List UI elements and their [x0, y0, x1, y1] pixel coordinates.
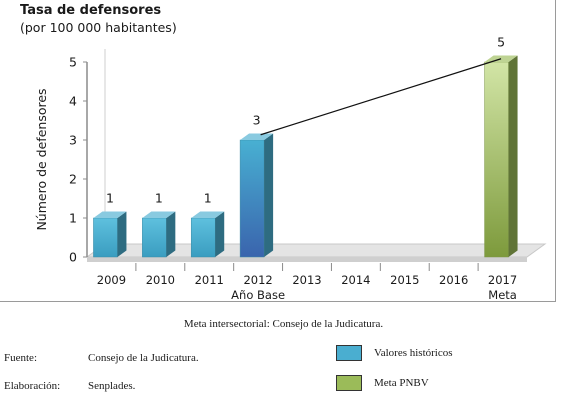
bar-2011-front: [190, 217, 216, 258]
bar-2010: [142, 211, 176, 258]
trend-line: [260, 58, 502, 136]
bar-2011-side: [215, 211, 225, 257]
bar-2017-side: [508, 55, 518, 257]
data-label-2012: 3: [253, 113, 261, 128]
bar-2010-front: [142, 217, 167, 258]
data-label-2017: 5: [497, 35, 505, 50]
bar-2009-top: [93, 211, 127, 218]
data-label-2009: 1: [106, 191, 114, 206]
x-tick-label: 2011: [195, 273, 224, 287]
bar-chart: 0 1 2 3 4 5 Número de defensores 2009 2010 2011 20…: [34, 35, 547, 302]
bar-2009-side: [117, 211, 127, 257]
chart-note: Meta intersectorial: Consejo de la Judic…: [183, 318, 384, 330]
bar-2011: [190, 211, 225, 258]
data-label-2011: 1: [204, 191, 212, 206]
bar-2012-side: [264, 133, 274, 257]
bar-2011-top: [191, 211, 225, 218]
legend-swatch-historicos: [336, 345, 362, 361]
bar-2017-front: [484, 61, 509, 258]
y-axis-label: Número de defensores: [34, 88, 49, 230]
y-tick-label: 1: [69, 211, 77, 226]
y-tick-label: 2: [69, 172, 77, 187]
x-tick-sublabel: Meta: [488, 288, 517, 302]
bar-2012: [239, 133, 274, 258]
x-tick-label: 2014: [341, 273, 370, 287]
chart-frame: [0, 0, 556, 302]
bar-2010-top: [142, 211, 176, 218]
x-tick-sublabel: Año Base: [231, 288, 285, 302]
y-tick-label: 3: [69, 133, 77, 148]
bar-2009: [93, 211, 127, 258]
legend-item-meta: Meta PNBV: [336, 375, 429, 391]
y-tick-label: 4: [69, 94, 77, 109]
data-label-2010: 1: [155, 191, 163, 206]
x-tick-label: 2009: [97, 273, 126, 287]
x-tick-label: 2010: [146, 273, 175, 287]
elaboration-label: Elaboración:: [4, 380, 61, 392]
y-tick-label: 5: [69, 55, 77, 70]
chart-title: Tasa de defensores: [20, 3, 162, 18]
source-value: Consejo de la Judicatura.: [88, 352, 199, 364]
legend-label-historicos: Valores históricos: [374, 347, 453, 359]
legend-label-meta: Meta PNBV: [374, 377, 429, 389]
elaboration-value: Senplades.: [88, 380, 136, 392]
bar-2012-front: [239, 139, 265, 258]
source-label: Fuente:: [4, 352, 37, 364]
bar-2017: [484, 55, 518, 258]
x-tick-label: 2013: [292, 273, 321, 287]
chart-subtitle: (por 100 000 habitantes): [20, 20, 177, 35]
x-tick-label: 2017: [488, 273, 517, 287]
chart-floor-edge: [87, 257, 527, 262]
y-tick-label: 0: [69, 250, 77, 265]
legend-item-historicos: Valores históricos: [336, 345, 453, 361]
bar-2010-side: [166, 211, 176, 257]
x-tick-label: 2015: [390, 273, 419, 287]
legend-swatch-meta: [336, 375, 362, 391]
bar-2009-front: [93, 217, 118, 258]
x-tick-label: 2012: [243, 273, 272, 287]
x-tick-label: 2016: [439, 273, 468, 287]
bar-2012-top: [240, 133, 274, 140]
